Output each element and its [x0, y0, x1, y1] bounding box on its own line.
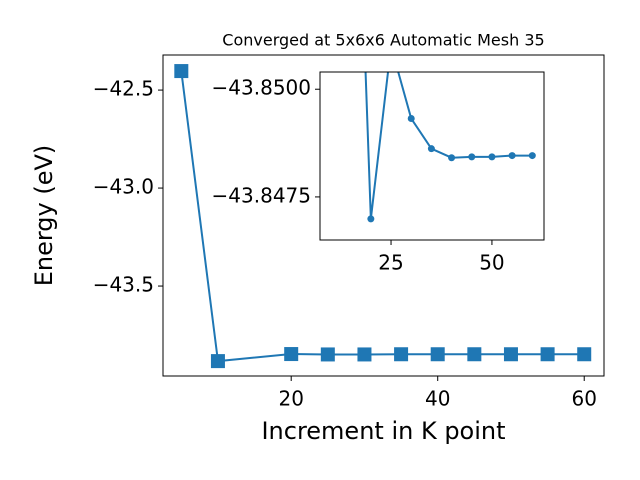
marker [357, 347, 372, 362]
y-tick-label: −43.5 [93, 273, 154, 297]
x-tick-label: 20 [278, 387, 303, 411]
marker [394, 347, 409, 362]
plot-content [364, 72, 536, 223]
axes-frame [162, 54, 605, 377]
x-tick-label: 40 [425, 387, 450, 411]
marker [320, 347, 335, 362]
marker [488, 153, 496, 161]
marker [503, 347, 518, 362]
marker [210, 354, 225, 369]
marker [284, 347, 299, 362]
y-tick-label: −43.0 [93, 175, 154, 199]
marker [577, 347, 592, 362]
marker [427, 145, 435, 153]
x-axis-label: Increment in K point [261, 417, 505, 445]
x-tick-label: 50 [479, 251, 504, 275]
marker [407, 115, 415, 123]
x-tick-label: 60 [571, 387, 596, 411]
y-tick-label: −43.8475 [212, 183, 311, 207]
x-tick-label: 25 [378, 251, 403, 275]
marker [508, 152, 516, 160]
marker [540, 347, 555, 362]
marker [467, 347, 482, 362]
marker [367, 215, 375, 223]
marker [174, 64, 189, 79]
series-line [364, 72, 533, 220]
marker [528, 152, 536, 160]
axes-frame [319, 71, 545, 241]
y-axis-label: Energy (eV) [30, 145, 58, 287]
marker [468, 153, 476, 161]
plot-content [174, 64, 592, 369]
marker [430, 347, 445, 362]
y-tick-label: −43.8500 [212, 76, 311, 100]
y-tick-label: −42.5 [93, 77, 154, 101]
marker [448, 154, 456, 162]
chart-title: Converged at 5x6x6 Automatic Mesh 35 [222, 31, 544, 50]
